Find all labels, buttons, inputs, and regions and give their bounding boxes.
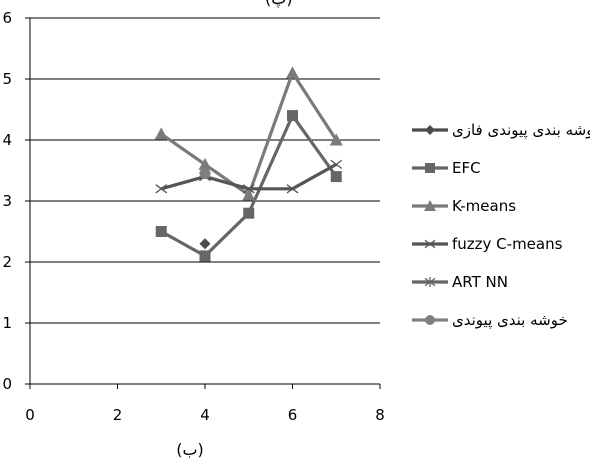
axes [25, 17, 381, 389]
data-point-s3-4 [330, 159, 343, 170]
y-tick-label-1: 1 [2, 314, 12, 332]
series-0 [199, 238, 211, 250]
legend-marker-2 [424, 200, 436, 211]
data-point-s2-1 [198, 157, 212, 170]
legend-marker-5 [425, 315, 435, 325]
legend-entry-0: خوشه بندی پیوندی فازی [412, 121, 590, 140]
legend-label-4: ART NN [452, 273, 508, 291]
legend-label-2: K-means [452, 197, 516, 215]
legend-label-3: fuzzy C-means [452, 235, 563, 253]
legend-label-5: خوشه بندی پیوندی [452, 311, 568, 330]
legend-label-1: EFC [452, 159, 481, 177]
data-point-s2-4 [329, 133, 343, 146]
legend-entry-2: K-means [412, 197, 516, 215]
series-2 [154, 66, 343, 201]
series-1 [155, 110, 342, 262]
top-label-fragment: (پ) [265, 0, 293, 9]
data-point-s3-2-stroke-b [242, 184, 255, 194]
data-point-s3-3 [286, 184, 299, 194]
x-tick-label-6: 6 [288, 406, 298, 424]
x-tick-label-0: 0 [25, 406, 35, 424]
y-tick-label-2: 2 [2, 253, 12, 271]
data-point-s2-0 [154, 127, 168, 140]
y-tick-label-4: 4 [2, 131, 12, 149]
legend-entry-1: EFC [412, 159, 481, 177]
data-point-s1-0 [155, 226, 167, 237]
x-tick-label-2: 2 [113, 406, 123, 424]
series-line-1 [160, 113, 338, 258]
gridlines [30, 17, 380, 324]
series-group [154, 66, 343, 262]
y-tick-label-5: 5 [2, 70, 12, 88]
legend-marker-3-stroke-b [424, 239, 436, 249]
x-tick-labels: 0 2 4 6 8 [25, 406, 385, 424]
legend-label-0: خوشه بندی پیوندی فازی [452, 121, 590, 140]
series-line-2 [160, 71, 338, 197]
legend-marker-3 [424, 239, 436, 249]
data-point-s1-2 [243, 207, 255, 219]
legend-marker-1 [425, 163, 435, 173]
data-point-s3-3-stroke-b [286, 184, 299, 194]
data-point-s0-0 [199, 238, 211, 250]
data-point-s5-0 [199, 168, 211, 180]
data-point-s2-3 [286, 66, 299, 79]
data-point-s3-2 [242, 184, 255, 194]
y-tick-label-0: 0 [2, 375, 12, 393]
legend-entry-3: fuzzy C-means [412, 235, 563, 253]
data-point-s1-3 [287, 110, 298, 122]
x-tick-label-8: 8 [375, 406, 385, 424]
legend: خوشه بندی پیوندی فازی EFC K-means fuzzy C-m… [412, 121, 590, 330]
y-tick-labels: 0 1 2 3 4 5 6 [2, 9, 12, 393]
y-tick-label-3: 3 [2, 192, 12, 210]
data-point-s3-0-stroke-b [155, 184, 168, 194]
data-point-s1-1 [199, 250, 211, 262]
data-point-s3-4-stroke-b [330, 159, 343, 170]
data-point-s2-2 [242, 188, 256, 201]
data-point-s3-0 [155, 184, 168, 194]
legend-marker-0 [425, 125, 435, 135]
legend-entry-4: ART NN [412, 273, 508, 291]
data-point-s1-4 [330, 171, 342, 183]
series-line-3 [160, 163, 338, 191]
series-3 [155, 159, 343, 194]
legend-entry-5: خوشه بندی پیوندی [412, 311, 568, 330]
chart-caption: (ب) [176, 440, 204, 459]
x-tick-label-4: 4 [200, 406, 210, 424]
legend-marker-4 [424, 277, 436, 287]
series-5 [199, 168, 211, 180]
y-tick-label-6: 6 [2, 9, 12, 27]
